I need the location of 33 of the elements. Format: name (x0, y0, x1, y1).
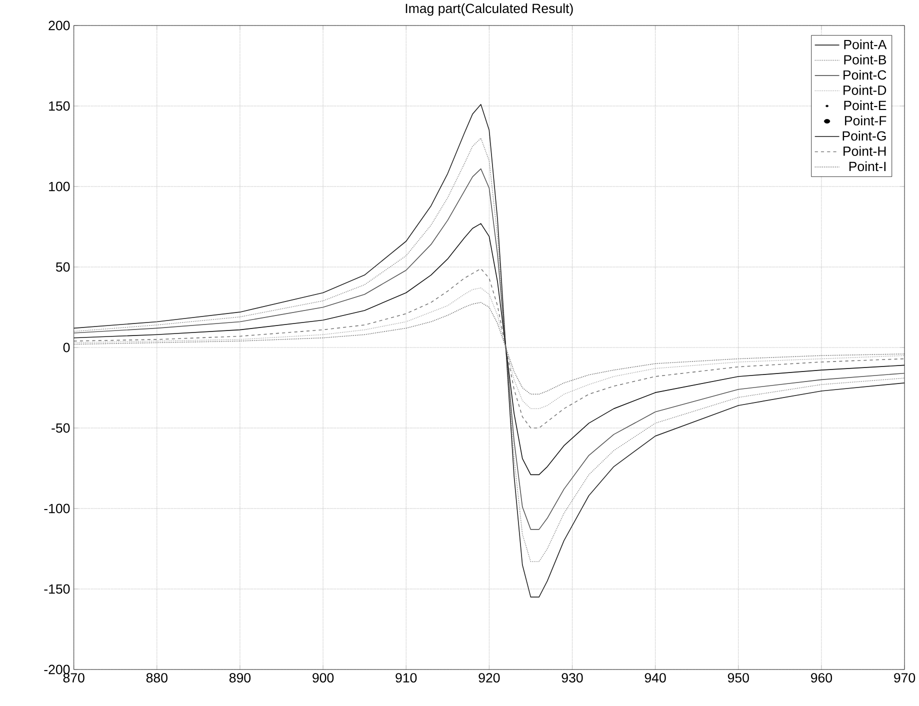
x-tick-label: 870 (63, 672, 84, 682)
legend-label: Point-G (842, 130, 886, 140)
legend-label: Point-B (844, 54, 886, 64)
legend-label: Point-C (844, 70, 886, 80)
x-tick-label: 930 (562, 672, 583, 682)
x-tick-label: 900 (312, 672, 334, 682)
x-tick-label: 910 (396, 672, 417, 682)
x-tick-label: 880 (146, 672, 168, 682)
x-tick-label: 970 (894, 672, 916, 682)
legend-label: Point-F (845, 115, 886, 126)
legend-label: Point-D (844, 84, 886, 95)
x-tick-label: 960 (810, 672, 832, 682)
chart-title: Imag part(Calculated Result) (406, 3, 573, 16)
y-tick-label: 50 (56, 262, 70, 272)
y-tick-label: -150 (44, 584, 70, 594)
x-tick-label: 950 (728, 672, 749, 682)
line-series (74, 222, 905, 475)
y-tick-label: -100 (44, 504, 70, 514)
legend-label: Point-A (844, 39, 887, 50)
y-tick-label: 0 (63, 342, 70, 352)
legend-label: Point-H (844, 146, 886, 156)
y-tick-label: 150 (49, 101, 70, 111)
legend-label: Point-E (844, 100, 886, 110)
y-tick-label: -50 (52, 423, 70, 433)
line-series (74, 302, 905, 394)
y-tick-label: -200 (44, 664, 70, 674)
line-series (74, 268, 905, 428)
x-tick-label: 920 (478, 672, 500, 682)
x-tick-label: 890 (229, 672, 251, 682)
legend-label: Point-I (849, 161, 886, 171)
y-tick-label: 100 (49, 182, 70, 192)
y-tick-label: 200 (48, 20, 70, 30)
x-tick-label: 940 (644, 672, 666, 682)
